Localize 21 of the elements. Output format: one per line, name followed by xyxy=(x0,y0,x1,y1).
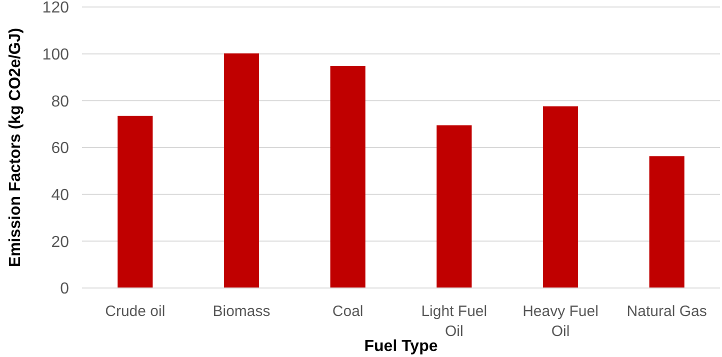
y-tick-label: 0 xyxy=(60,280,70,298)
x-tick-label: Coal xyxy=(332,303,364,320)
x-tick-label: Heavy Fuel Oil xyxy=(522,303,598,340)
y-tick-label: 20 xyxy=(51,234,70,251)
y-tick-label: 80 xyxy=(51,93,70,110)
y-tick-label: 60 xyxy=(51,140,70,158)
y-axis-title: Emission Factors (kg CO2e/GJ) xyxy=(7,28,24,268)
bar xyxy=(118,116,153,288)
x-tick-label: Biomass xyxy=(212,303,270,320)
bar xyxy=(649,156,684,288)
y-tick-label: 40 xyxy=(51,186,70,204)
bar xyxy=(542,106,578,288)
x-tick-label: Crude oil xyxy=(105,303,166,320)
bar xyxy=(224,53,260,288)
x-tick-label: Light Fuel Oil xyxy=(421,303,488,340)
bar xyxy=(330,66,366,288)
x-tick-label: Natural Gas xyxy=(626,303,707,320)
y-tick-label: 100 xyxy=(42,46,70,64)
bar xyxy=(436,125,472,288)
y-tick-label: 120 xyxy=(42,0,70,17)
x-axis-title: Fuel Type xyxy=(364,338,438,355)
